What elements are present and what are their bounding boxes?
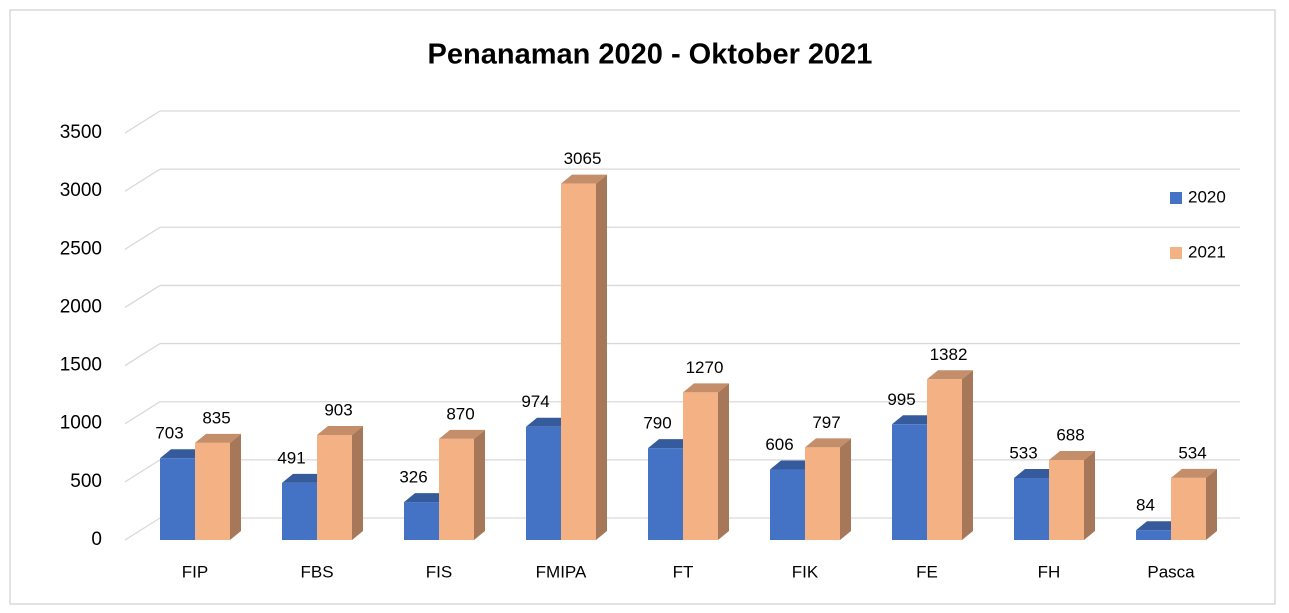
bar <box>439 438 474 540</box>
bar-top <box>805 438 851 448</box>
bar <box>683 392 718 540</box>
value-label: 1382 <box>930 345 968 364</box>
bar <box>770 469 805 540</box>
x-tick-label: FIS <box>426 562 452 581</box>
bar <box>404 502 439 540</box>
bar-side <box>1084 450 1095 540</box>
y-tick-label: 500 <box>70 471 102 492</box>
bar-top <box>282 473 328 483</box>
value-label: 3065 <box>564 149 602 168</box>
value-label: 903 <box>324 400 352 419</box>
bar-top <box>770 460 816 470</box>
grid-line-side <box>124 168 161 192</box>
bar <box>160 458 195 540</box>
value-label: 870 <box>446 404 474 423</box>
grid-line-side <box>124 343 161 367</box>
bar <box>195 442 230 540</box>
bar-top <box>195 433 241 443</box>
value-label: 790 <box>643 414 671 433</box>
bar-side <box>596 174 607 540</box>
legend-swatch <box>1170 192 1182 204</box>
bar <box>1171 477 1206 540</box>
bar-side <box>718 383 729 540</box>
bar-side <box>474 429 485 540</box>
bar <box>892 424 927 540</box>
y-tick-label: 3500 <box>60 122 102 143</box>
x-tick-label: FE <box>916 562 938 581</box>
bar-top <box>561 174 607 184</box>
grid-line-side <box>124 110 161 134</box>
x-tick-label: FT <box>673 562 694 581</box>
legend-label: 2020 <box>1188 187 1226 206</box>
value-label: 688 <box>1056 425 1084 444</box>
grid-line-side <box>124 401 161 425</box>
value-label: 534 <box>1178 443 1206 462</box>
x-tick-label: FIK <box>792 562 819 581</box>
value-label: 703 <box>155 424 183 443</box>
value-label: 326 <box>399 468 427 487</box>
value-label: 533 <box>1009 444 1037 463</box>
bar-side <box>352 425 363 540</box>
bar-top <box>439 429 485 439</box>
bar-top <box>404 493 450 503</box>
bar <box>561 183 596 540</box>
value-label: 835 <box>202 408 230 427</box>
bar <box>1136 530 1171 540</box>
value-label: 797 <box>812 413 840 432</box>
bar-side <box>840 438 851 540</box>
chart-title: Penanaman 2020 - Oktober 2021 <box>428 39 873 71</box>
bar <box>648 448 683 540</box>
x-tick-label: FH <box>1038 562 1061 581</box>
x-tick-label: FMIPA <box>536 562 587 581</box>
legend-swatch <box>1170 247 1182 259</box>
bar-side <box>962 370 973 540</box>
bar-side <box>1206 468 1217 540</box>
x-tick-label: FIP <box>182 562 208 581</box>
value-label: 1270 <box>686 358 724 377</box>
value-label: 491 <box>277 448 305 467</box>
y-tick-label: 0 <box>91 529 102 550</box>
bar-top <box>160 449 206 459</box>
bar-top <box>648 439 694 449</box>
bar-top <box>1014 469 1060 479</box>
grid-line-side <box>124 284 161 308</box>
bar-side <box>230 433 241 540</box>
bar <box>282 482 317 540</box>
value-label: 606 <box>765 435 793 454</box>
bar <box>317 434 352 540</box>
y-tick-label: 2500 <box>60 238 102 259</box>
grid-line-side <box>124 459 161 483</box>
bar-top <box>683 383 729 393</box>
bar-top <box>927 370 973 380</box>
y-tick-label: 2000 <box>60 296 102 317</box>
y-tick-label: 1000 <box>60 413 102 434</box>
bar-top <box>526 417 572 427</box>
y-tick-label: 3000 <box>60 180 102 201</box>
y-tick-label: 1500 <box>60 355 102 376</box>
bar <box>526 426 561 540</box>
x-tick-label: Pasca <box>1147 562 1195 581</box>
bar <box>805 447 840 540</box>
value-label: 974 <box>521 392 549 411</box>
x-tick-label: FBS <box>300 562 333 581</box>
grid-line-side <box>124 226 161 250</box>
value-label: 995 <box>887 390 915 409</box>
value-label: 84 <box>1136 496 1155 515</box>
bar-top <box>317 425 363 435</box>
bar <box>927 379 962 540</box>
legend-label: 2021 <box>1188 242 1226 261</box>
bar <box>1049 459 1084 540</box>
bar <box>1014 478 1049 540</box>
bar-top <box>1171 468 1217 478</box>
grid-line-side <box>124 517 161 541</box>
bar-top <box>1049 450 1095 460</box>
bar-top <box>892 415 938 425</box>
bar-top <box>1136 521 1182 531</box>
